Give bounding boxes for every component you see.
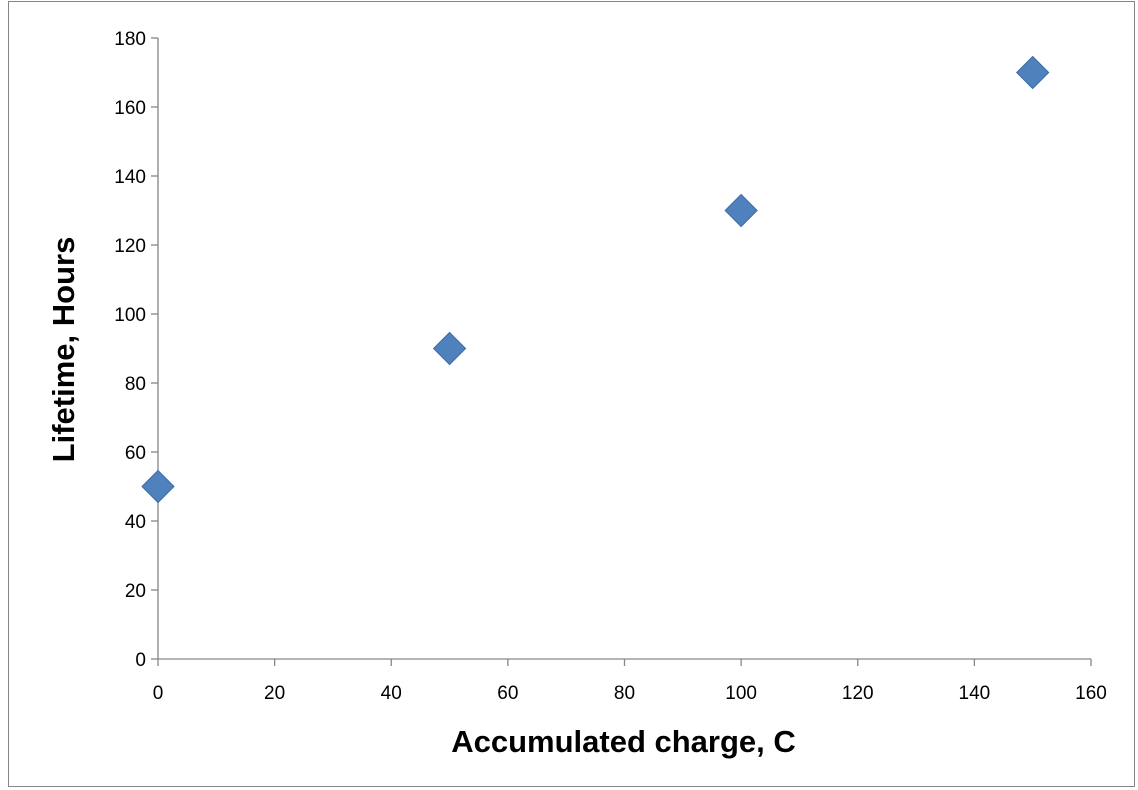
x-tick-label: 20 <box>264 683 285 704</box>
data-point-diamond <box>724 193 758 228</box>
x-tick-label: 100 <box>725 683 757 704</box>
data-point-diamond <box>141 469 175 504</box>
x-tick-label: 60 <box>497 683 518 704</box>
y-tick-label: 60 <box>125 443 146 464</box>
y-axis: 0 20 40 60 80 100 120 140 160 180 <box>114 29 159 671</box>
y-tick-label: 0 <box>135 650 146 671</box>
y-tick-label: 80 <box>125 374 146 395</box>
y-tick-label: 140 <box>114 167 146 188</box>
data-point-diamond <box>432 331 467 366</box>
x-tick-label: 140 <box>959 683 991 704</box>
y-tick-label: 100 <box>114 305 146 326</box>
x-tick-label: 80 <box>614 683 635 704</box>
chart-area <box>8 1 1135 787</box>
x-tick-label: 0 <box>153 683 164 704</box>
y-tick-label: 180 <box>114 29 146 50</box>
y-tick-label: 160 <box>114 98 146 119</box>
y-tick-label: 20 <box>125 581 146 602</box>
x-tick-label: 40 <box>381 683 402 704</box>
y-axis-title: Lifetime, Hours <box>46 237 81 463</box>
data-point-diamond <box>1015 55 1050 90</box>
x-tick-label: 120 <box>842 683 874 704</box>
x-axis-title: Accumulated charge, C <box>451 724 796 759</box>
y-tick-label: 120 <box>114 236 146 257</box>
y-tick-label: 40 <box>125 512 146 533</box>
x-tick-label: 160 <box>1075 683 1107 704</box>
x-axis: 0 20 40 60 80 100 120 140 160 <box>153 658 1107 704</box>
data-series <box>141 55 1050 504</box>
